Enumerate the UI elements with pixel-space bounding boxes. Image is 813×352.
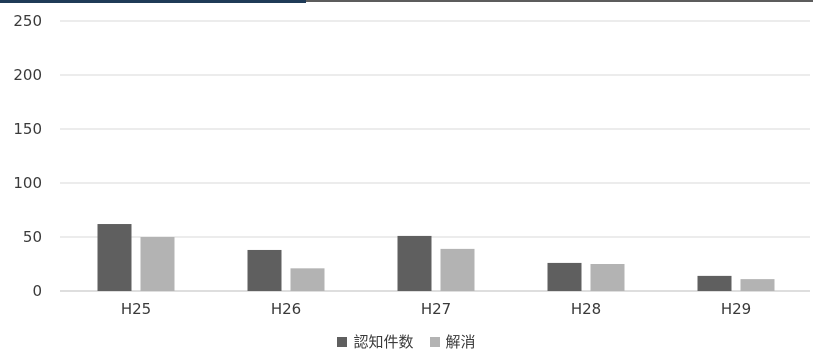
x-tick-label: H25: [121, 300, 151, 318]
y-tick-label: 250: [13, 12, 42, 30]
bar-series-2-H25: [140, 237, 175, 291]
bar-series-1-H28: [547, 262, 582, 291]
bar-series-2-H27: [440, 248, 475, 291]
bar-series-1-H26: [247, 249, 282, 291]
legend-label-series-1: 認知件数: [353, 333, 414, 351]
bar-series-1-H27: [397, 235, 432, 291]
y-tick-label: 50: [23, 228, 42, 246]
bar-series-1-H25: [97, 224, 132, 291]
legend-label-series-2: 解消: [445, 333, 476, 351]
x-tick-label: H27: [421, 300, 451, 318]
bar-series-2-H28: [590, 264, 625, 291]
x-tick-label: H28: [571, 300, 601, 318]
bar-series-2-H26: [290, 268, 325, 291]
bar-series-2-H29: [740, 279, 775, 291]
y-tick-label: 100: [13, 174, 42, 192]
legend-item-series-2: 解消: [429, 331, 476, 352]
x-tick-label: H26: [271, 300, 301, 318]
bar-series-1-H29: [697, 275, 732, 291]
x-tick-label: H29: [721, 300, 751, 318]
top-border-line: [306, 0, 813, 2]
legend-swatch-series-1: [337, 336, 348, 347]
bar-chart: 0 50 100 150 200 250 H25 H26 H27 H28 H29: [13, 12, 810, 318]
chart-legend: 認知件数 解消: [0, 331, 813, 352]
legend-swatch-series-2: [429, 336, 440, 347]
legend-item-series-1: 認知件数: [337, 331, 414, 352]
y-tick-label: 0: [32, 282, 42, 300]
y-tick-label: 200: [13, 66, 42, 84]
top-border-accent: [0, 0, 306, 3]
y-tick-label: 150: [13, 120, 42, 138]
